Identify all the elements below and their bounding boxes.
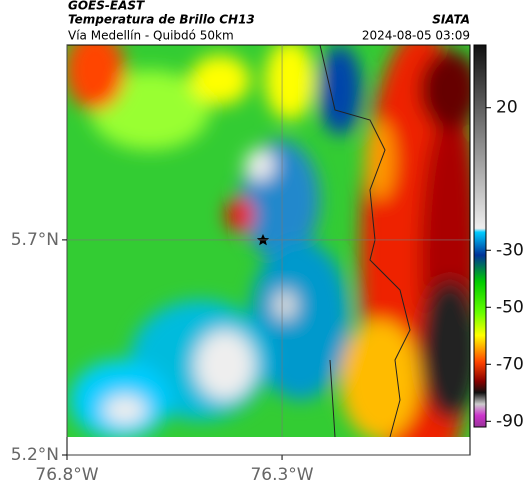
datetime: 2024-08-05 03:09: [362, 29, 470, 43]
y-tick-label: 5.7°N: [11, 230, 59, 250]
x-tick-label: 76.3°W: [250, 465, 313, 485]
imagery: [67, 45, 470, 437]
location: Vía Medellín - Quibdó 50km: [68, 29, 234, 43]
colorbar: [473, 44, 487, 428]
y-tick-label: 5.2°N: [11, 445, 59, 465]
x-tick-label: 76.8°W: [35, 465, 98, 485]
subtitle: Temperatura de Brillo CH13: [68, 13, 255, 27]
colorbar-label: -50: [496, 297, 524, 317]
colorbar-label: 20: [496, 98, 518, 118]
colorbar-label: -70: [496, 354, 524, 374]
source: SIATA: [432, 13, 470, 27]
title: GOES-EAST: [68, 0, 145, 13]
colorbar-label: -30: [496, 240, 524, 260]
colorbar-label: -90: [496, 411, 524, 431]
